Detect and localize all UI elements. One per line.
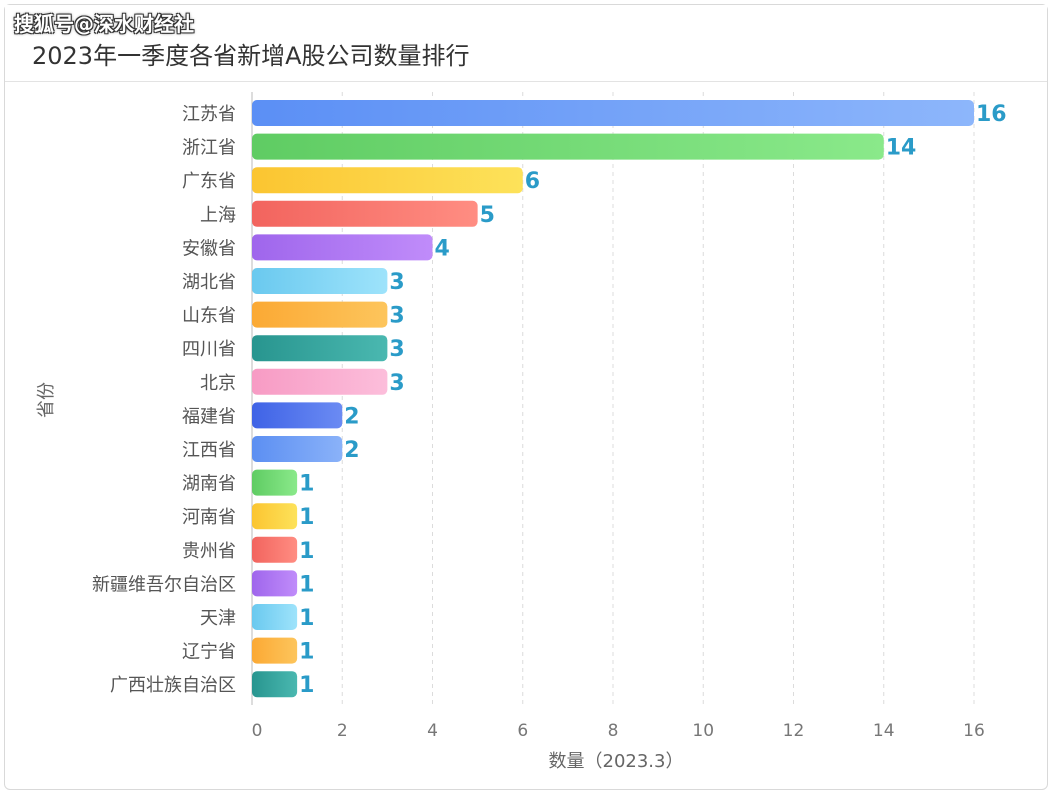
bar — [252, 234, 433, 261]
y-tick-label: 福建省 — [182, 406, 236, 427]
chart-title: 2023年一季度各省新增A股公司数量排行 — [32, 42, 470, 70]
x-axis-title: 数量（2023.3） — [549, 751, 684, 772]
grid-lines — [341, 92, 975, 705]
bar — [252, 436, 343, 462]
bar — [252, 200, 478, 227]
x-tick-label: 6 — [517, 721, 528, 741]
y-tick-label: 广东省 — [182, 171, 236, 192]
bar — [252, 671, 298, 698]
y-tick-label: 四川省 — [182, 339, 236, 360]
data-label: 6 — [525, 169, 540, 194]
y-tick-label: 贵州省 — [182, 541, 236, 562]
bar — [252, 570, 298, 597]
bar — [252, 100, 974, 126]
x-tick-label: 0 — [252, 721, 263, 741]
x-tick-label: 4 — [427, 721, 438, 741]
y-tick-label: 湖北省 — [182, 272, 236, 293]
bar — [252, 503, 298, 530]
y-tick-label: 河南省 — [182, 507, 236, 528]
data-label: 3 — [389, 337, 404, 362]
bar — [252, 536, 298, 563]
x-tick-label: 12 — [783, 721, 805, 741]
y-tick-label: 浙江省 — [182, 138, 236, 159]
x-tick-label: 8 — [608, 721, 619, 741]
data-label: 1 — [299, 606, 314, 631]
data-label: 3 — [389, 371, 404, 396]
data-labels: 16 14 6 5 4 3 3 3 3 2 2 1 1 1 1 1 1 1 — [299, 102, 1007, 698]
y-tick-label: 辽宁省 — [182, 642, 236, 663]
y-tick-label: 湖南省 — [182, 474, 236, 495]
bar — [252, 637, 298, 664]
bar — [252, 402, 343, 429]
bar — [252, 469, 298, 496]
y-tick-label: 山东省 — [182, 306, 236, 327]
x-tick-label: 2 — [337, 721, 348, 741]
y-tick-label: 天津 — [200, 608, 236, 629]
y-tick-label: 江苏省 — [182, 104, 236, 125]
data-label: 1 — [299, 673, 314, 698]
x-tick-labels: 0 2 4 6 8 10 12 14 16 — [252, 721, 985, 741]
bar — [252, 167, 523, 194]
x-tick-label: 14 — [873, 721, 895, 741]
data-label: 2 — [344, 404, 359, 429]
data-label: 16 — [976, 102, 1007, 127]
y-tick-label: 上海 — [200, 205, 236, 226]
y-tick-label: 北京 — [200, 373, 236, 394]
watermark: 搜狐号@深水财经社 — [14, 12, 194, 36]
bar — [252, 368, 388, 395]
y-tick-label: 新疆维吾尔自治区 — [92, 574, 236, 595]
bar — [252, 301, 388, 328]
data-label: 1 — [299, 539, 314, 564]
x-tick-label: 16 — [963, 721, 985, 741]
y-tick-label: 安徽省 — [182, 238, 236, 259]
bar — [252, 268, 388, 294]
data-label: 3 — [389, 304, 404, 329]
y-tick-label: 江西省 — [182, 440, 236, 461]
data-label: 3 — [389, 270, 404, 295]
chart-header — [5, 5, 1047, 82]
y-tick-label: 广西壮族自治区 — [110, 675, 236, 696]
data-label: 14 — [886, 136, 917, 161]
data-label: 2 — [344, 438, 359, 463]
data-label: 5 — [480, 203, 495, 228]
y-tick-labels: 江苏省浙江省广东省上海安徽省湖北省山东省四川省北京福建省江西省湖南省河南省贵州省… — [92, 104, 236, 696]
data-label: 1 — [299, 640, 314, 665]
bar — [252, 335, 388, 362]
bar — [252, 604, 298, 630]
data-label: 1 — [299, 572, 314, 597]
data-label: 4 — [435, 236, 450, 261]
data-label: 1 — [299, 505, 314, 530]
data-label: 1 — [299, 472, 314, 497]
y-axis-title: 省份 — [36, 382, 57, 418]
x-tick-label: 10 — [692, 721, 714, 741]
bars — [252, 100, 974, 698]
bar — [252, 133, 884, 160]
